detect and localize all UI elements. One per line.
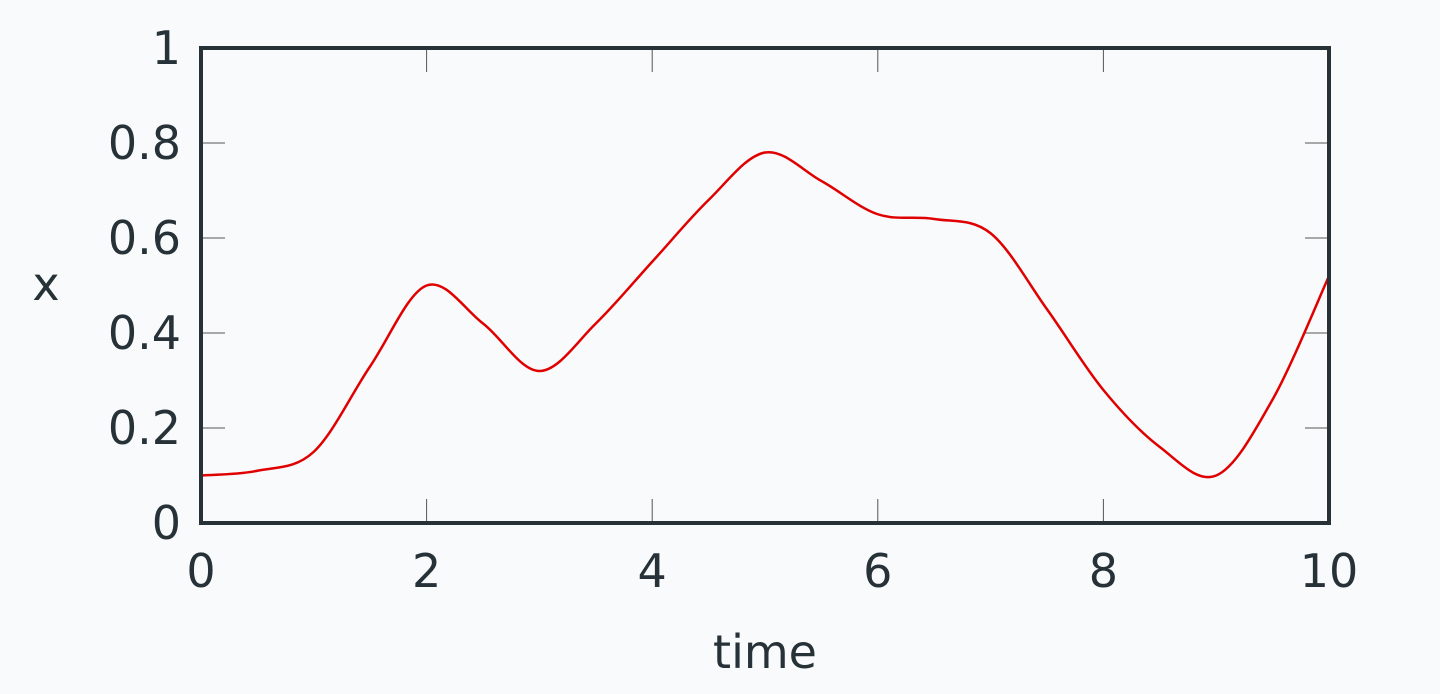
x-tick-label: 2	[412, 544, 441, 598]
y-tick-label: 0.8	[108, 116, 181, 170]
x-tick-labels: 0 2 4 6 8 10	[186, 544, 1358, 598]
y-tick-label: 0.6	[108, 211, 181, 265]
y-tick-label: 0.4	[108, 306, 181, 360]
x-axis-label: time	[713, 625, 817, 679]
tick-marks	[201, 48, 1329, 523]
x-tick-label: 0	[186, 544, 215, 598]
y-tick-labels: 0 0.2 0.4 0.6 0.8 1	[108, 21, 181, 550]
plot-frame	[199, 46, 1331, 525]
series-line	[199, 151, 1331, 525]
y-tick-label: 1	[152, 21, 181, 75]
y-tick-label: 0	[152, 496, 181, 550]
x-tick-label: 6	[863, 544, 892, 598]
y-axis-label: x	[32, 257, 59, 311]
x-tick-label: 4	[638, 544, 667, 598]
y-tick-label: 0.2	[108, 401, 181, 455]
series-layer	[199, 151, 1331, 525]
x-tick-label: 10	[1300, 544, 1359, 598]
x-tick-label: 8	[1089, 544, 1118, 598]
